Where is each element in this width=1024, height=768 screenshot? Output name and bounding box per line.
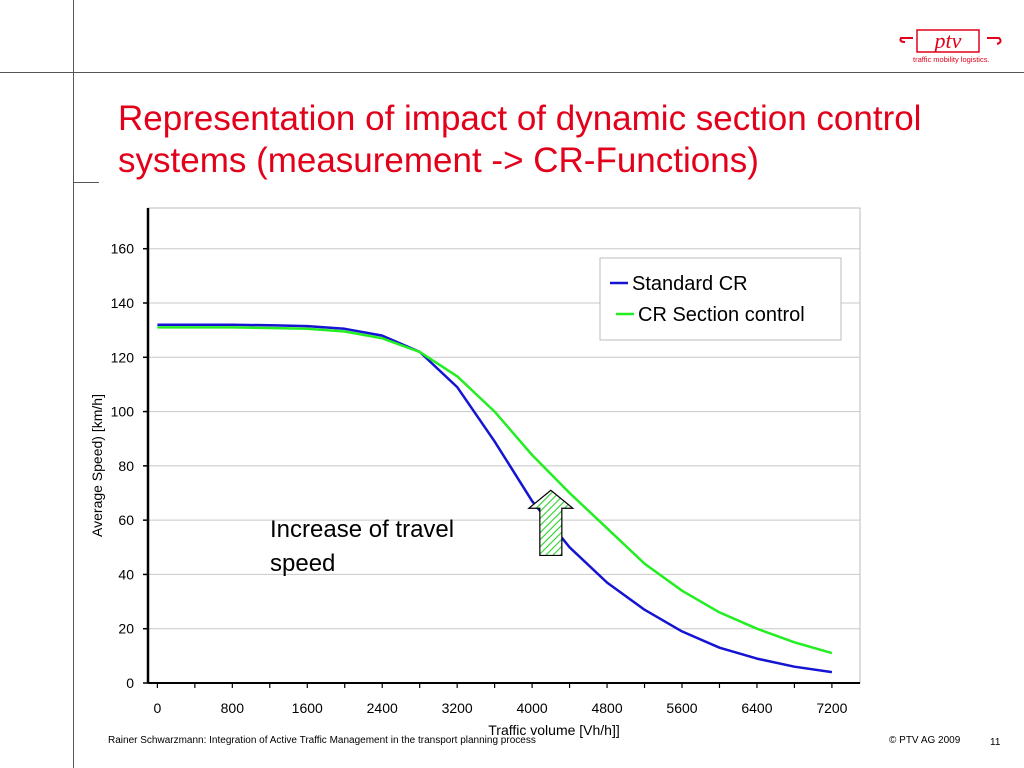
footer-copyright: © PTV AG 2009 xyxy=(889,735,961,746)
page-number: 11 xyxy=(990,737,1001,748)
y-tick-label: 60 xyxy=(118,512,134,528)
x-tick-label: 4800 xyxy=(591,700,622,716)
series-section-control-line xyxy=(157,326,833,655)
y-tick-label: 160 xyxy=(111,241,135,257)
footer-author: Rainer Schwarzmann: Integration of Activ… xyxy=(108,735,536,746)
title-line-2: systems (measurement -> CR-Functions) xyxy=(118,141,759,180)
y-axis-label: Average Speed) [km/h] xyxy=(89,394,105,537)
x-tick-label: 3200 xyxy=(442,700,473,716)
logo-text: ptv xyxy=(933,28,962,53)
slide-title-marker xyxy=(73,182,99,183)
y-tick-label: 80 xyxy=(118,458,134,474)
slide-left-rule xyxy=(73,0,74,768)
x-tick-label: 1600 xyxy=(292,700,323,716)
series-standard-cr-line xyxy=(157,323,833,674)
title-line-1: Representation of impact of dynamic sect… xyxy=(118,99,922,138)
logo-tagline: traffic mobility logistics. xyxy=(913,55,990,64)
y-tick-label: 140 xyxy=(111,295,135,311)
annotation-text: Increase of travel xyxy=(270,516,454,543)
ptv-logo: ptv xyxy=(899,28,1002,53)
y-tick-label: 40 xyxy=(118,566,134,582)
page-title: Representation of impact of dynamic sect… xyxy=(118,98,998,182)
annotation-text: speed xyxy=(270,550,335,577)
x-axis-label: Traffic volume [Vh/h]] xyxy=(488,722,620,738)
y-tick-label: 0 xyxy=(126,675,134,691)
y-tick-label: 120 xyxy=(111,349,135,365)
slide-top-rule xyxy=(0,72,1024,73)
x-tick-label: 800 xyxy=(221,700,245,716)
x-tick-label: 7200 xyxy=(816,700,847,716)
x-tick-label: 2400 xyxy=(367,700,398,716)
x-tick-label: 5600 xyxy=(666,700,697,716)
x-tick-label: 6400 xyxy=(741,700,772,716)
legend-label: CR Section control xyxy=(638,304,805,326)
y-tick-label: 100 xyxy=(111,404,135,420)
x-tick-label: 4000 xyxy=(517,700,548,716)
legend-box xyxy=(599,257,842,341)
speed-increase-arrow xyxy=(527,489,575,557)
x-tick-label: 0 xyxy=(153,700,161,716)
y-tick-label: 20 xyxy=(118,621,134,637)
legend-label: Standard CR xyxy=(632,273,748,295)
